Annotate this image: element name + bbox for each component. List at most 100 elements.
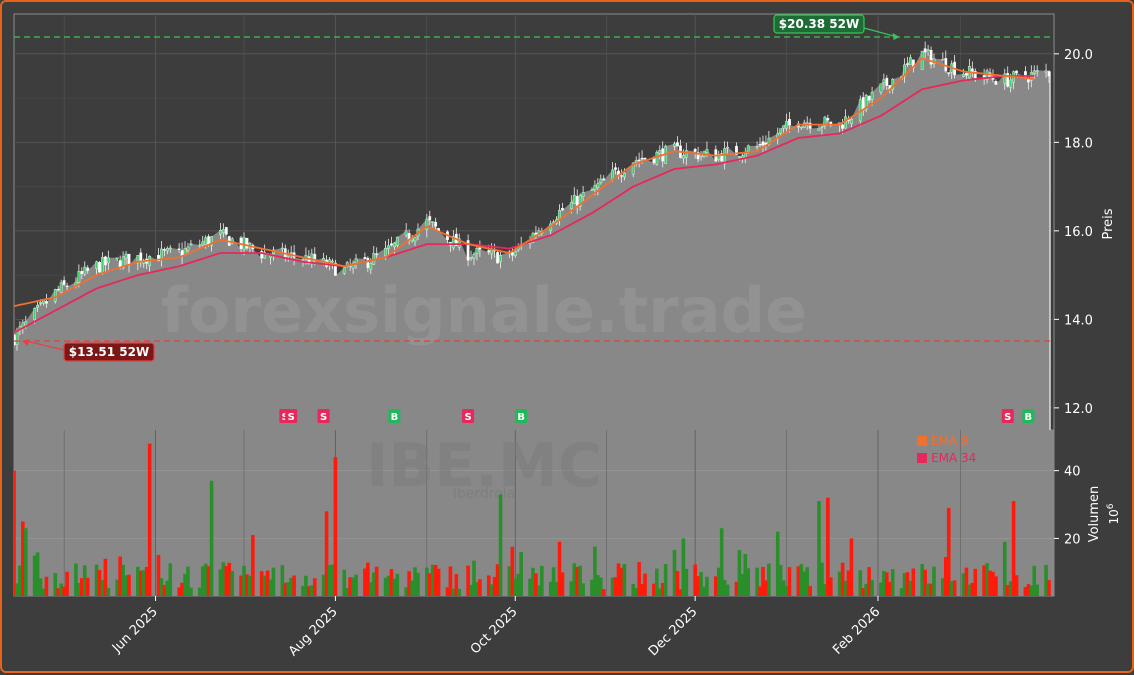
volume-bar — [554, 581, 559, 596]
volume-bar — [136, 566, 140, 596]
volume-bar — [495, 564, 500, 596]
candle-body — [469, 256, 473, 259]
volume-bar — [389, 569, 394, 596]
candle-body — [826, 118, 830, 121]
volume-bar — [1002, 541, 1007, 596]
candle-body — [590, 189, 594, 191]
candle-body — [1015, 70, 1018, 73]
volume-bar — [106, 587, 111, 596]
volume-bar — [454, 574, 459, 596]
candle-body — [870, 92, 874, 100]
candle-body — [351, 262, 355, 269]
volume-bar — [693, 564, 697, 596]
volume-bar — [616, 563, 621, 596]
volume-bar — [35, 552, 40, 596]
volume-bar — [557, 541, 562, 596]
volume-bar — [967, 584, 972, 596]
candle-body — [1026, 79, 1030, 83]
volume-bar — [144, 567, 149, 596]
volume-bar — [911, 568, 916, 596]
volume-bar — [613, 577, 618, 596]
candle-body — [817, 127, 821, 131]
volume-bar — [887, 581, 892, 596]
volume-bar — [21, 521, 25, 596]
volume-bar — [719, 528, 724, 596]
candle-body — [599, 178, 603, 184]
volume-bar — [304, 575, 308, 596]
candle-body — [451, 235, 455, 249]
volume-bar — [15, 583, 19, 596]
volume-bar — [433, 564, 438, 596]
volume-bar — [846, 570, 851, 596]
volume-bar — [761, 566, 765, 596]
candle-body — [301, 259, 305, 261]
volume-bar — [74, 563, 78, 596]
volume-bar — [283, 582, 288, 596]
candle-body — [611, 169, 614, 180]
candle-body — [307, 256, 311, 265]
volume-bar — [961, 573, 966, 596]
volume-bar — [784, 586, 789, 596]
volume-bar — [386, 575, 391, 596]
candle-body — [820, 126, 824, 128]
candle-body — [183, 248, 187, 255]
candle-body — [160, 248, 163, 260]
buy-signal-marker — [1022, 409, 1035, 423]
volume-bar — [457, 588, 462, 596]
candle-body — [106, 257, 110, 264]
volume-bar — [802, 571, 807, 596]
volume-bar — [366, 562, 370, 596]
volume-bar — [640, 584, 644, 596]
volume-bar — [578, 565, 582, 596]
volume-bar — [59, 583, 63, 596]
volume-bar — [991, 571, 995, 596]
volume-bar — [867, 567, 871, 596]
volume-bar — [1023, 587, 1028, 596]
volume-bar — [1005, 585, 1010, 596]
candle-body — [395, 236, 399, 246]
sell-signal-marker — [462, 409, 475, 423]
volume-bar — [548, 581, 553, 596]
volume-bar — [926, 583, 930, 596]
volume-axis-label: Volumen — [1087, 486, 1102, 543]
volume-bar — [849, 538, 854, 596]
candle-body — [280, 247, 284, 250]
volume-bar — [569, 581, 574, 596]
candle-body — [561, 208, 564, 211]
volume-bar — [271, 567, 276, 596]
volume-bar — [44, 576, 49, 596]
volume-bar — [643, 573, 647, 596]
date-tick-label: Jun 2025 — [109, 604, 161, 656]
candle-body — [696, 152, 700, 160]
candle-body — [1047, 71, 1051, 77]
candle-body — [404, 230, 408, 236]
sell-signal-marker — [285, 409, 298, 423]
volume-bar — [32, 555, 37, 596]
low-52w-badge — [63, 342, 155, 362]
volume-bar — [932, 566, 936, 596]
volume-bar — [1044, 564, 1048, 596]
buy-signal-label: B — [391, 412, 399, 423]
volume-bar — [209, 480, 214, 596]
sell-signal-label: S — [1004, 412, 1011, 423]
volume-bar — [678, 589, 683, 596]
volume-bar — [82, 565, 87, 596]
volume-bar — [734, 581, 739, 596]
volume-bar — [657, 588, 662, 596]
volume-bar — [943, 557, 948, 596]
volume-bar — [805, 567, 810, 596]
volume-bar — [395, 573, 400, 596]
volume-bar — [923, 569, 927, 596]
legend-swatch-ema-slow — [917, 453, 927, 463]
volume-bar — [62, 586, 66, 596]
volume-bar — [227, 562, 232, 596]
candle-body — [434, 221, 438, 227]
candle-body — [124, 253, 128, 259]
candle-body — [210, 236, 213, 246]
candle-body — [375, 253, 379, 255]
volume-bar — [268, 579, 273, 596]
candle-body — [56, 289, 60, 291]
low-52w-label: $13.51 52W — [69, 345, 149, 359]
volume-bar — [684, 568, 689, 596]
volume-bar — [575, 566, 580, 596]
